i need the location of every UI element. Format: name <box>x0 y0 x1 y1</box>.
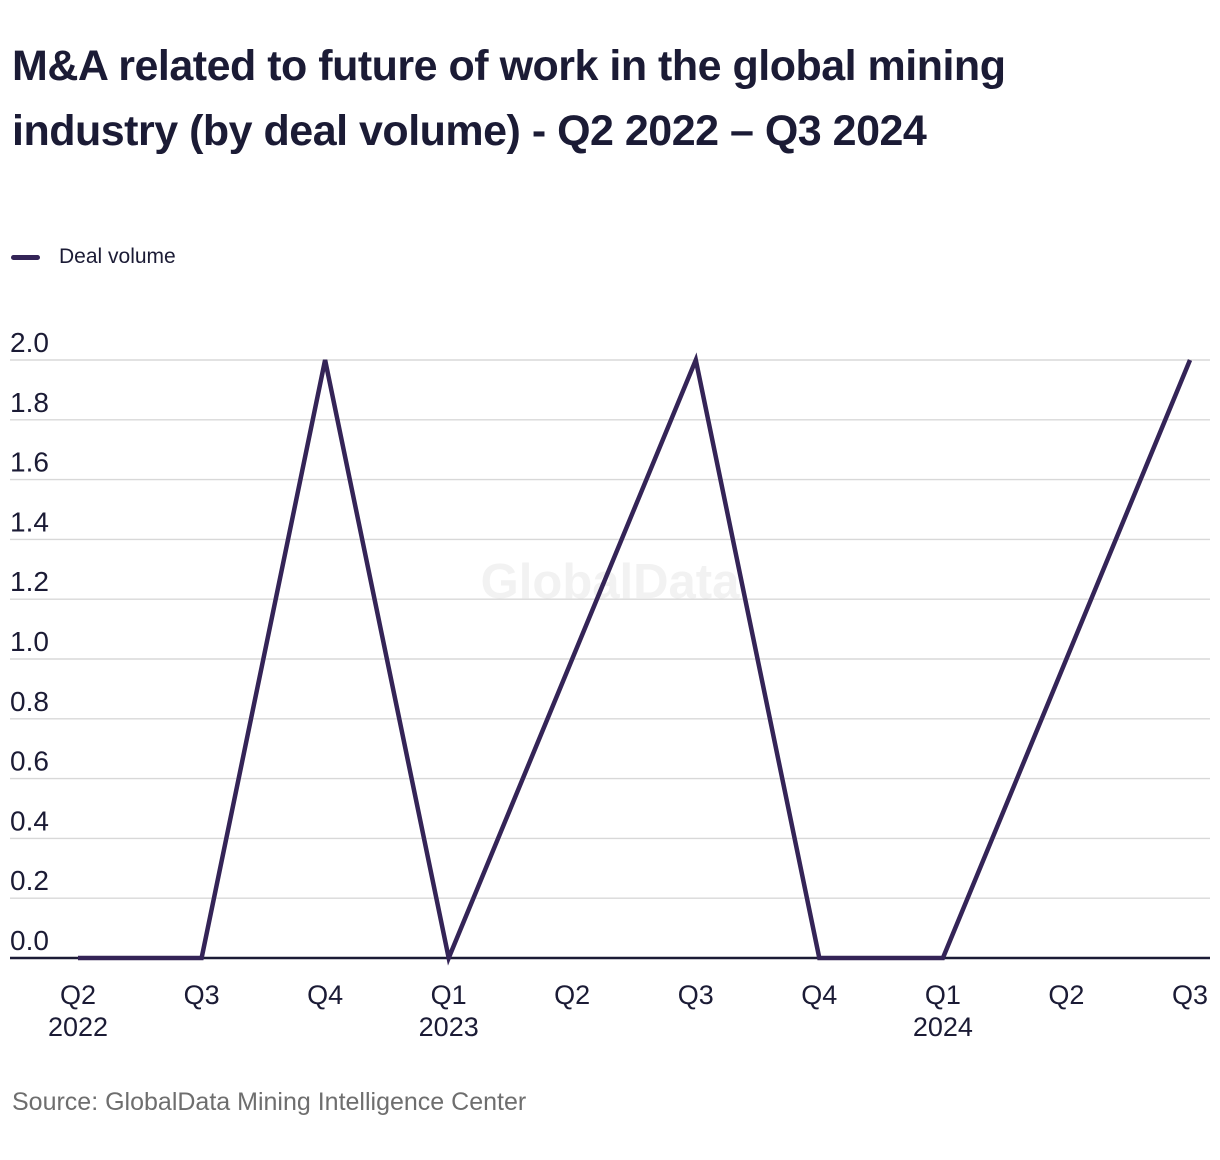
page-title: M&A related to future of work in the glo… <box>12 42 1006 155</box>
y-tick-label: 1.8 <box>10 387 49 418</box>
x-tick-year-label: 2023 <box>419 1012 479 1042</box>
x-tick-label: Q3 <box>184 980 220 1010</box>
chart-svg: GlobalData0.00.20.40.60.81.01.21.41.61.8… <box>10 330 1210 1042</box>
y-tick-label: 0.8 <box>10 686 49 717</box>
y-tick-label: 0.6 <box>10 746 49 777</box>
y-tick-label: 0.4 <box>10 805 49 836</box>
x-tick-label: Q1 <box>431 980 467 1010</box>
y-tick-label: 0.0 <box>10 925 49 956</box>
x-tick-label: Q1 <box>925 980 961 1010</box>
x-tick-year-label: 2022 <box>48 1012 108 1042</box>
x-tick-label: Q2 <box>1048 980 1084 1010</box>
x-tick-year-label: 2024 <box>913 1012 973 1042</box>
legend-line-swatch <box>11 254 40 260</box>
x-tick-label: Q2 <box>60 980 96 1010</box>
x-tick-label: Q4 <box>307 980 343 1010</box>
x-tick-label: Q3 <box>678 980 714 1010</box>
y-tick-label: 1.4 <box>10 506 49 537</box>
y-tick-label: 0.2 <box>10 865 49 896</box>
y-tick-label: 1.2 <box>10 566 49 597</box>
deal-volume-line <box>78 352 1193 966</box>
x-tick-label: Q3 <box>1172 980 1208 1010</box>
y-tick-label: 1.6 <box>10 447 49 478</box>
legend[interactable]: Deal volume <box>11 245 176 269</box>
x-tick-label: Q2 <box>554 980 590 1010</box>
y-tick-label: 1.0 <box>10 626 49 657</box>
source-attribution: Source: GlobalData Mining Intelligence C… <box>12 1088 527 1116</box>
legend-label: Deal volume <box>59 245 176 268</box>
y-tick-label: 2.0 <box>10 330 49 358</box>
x-tick-label: Q4 <box>801 980 837 1010</box>
